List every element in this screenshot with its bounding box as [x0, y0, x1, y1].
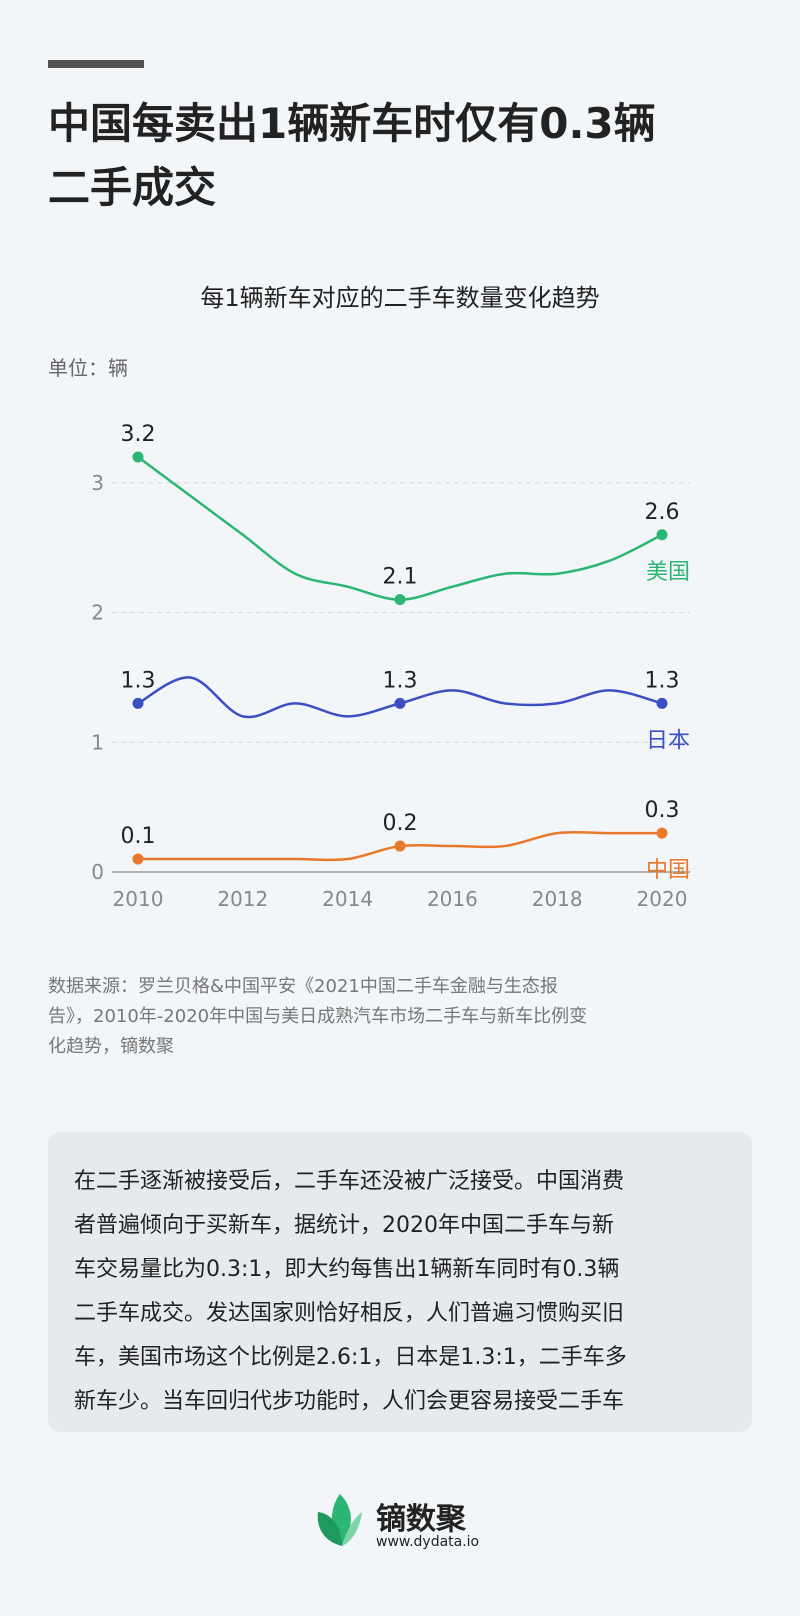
brand-logo: 镝数聚 www.dydata.io: [312, 1490, 512, 1560]
x-tick-label: 2018: [532, 887, 583, 911]
data-point: [132, 697, 144, 709]
source-line: 化趋势，镝数聚: [48, 1036, 174, 1057]
series-name-label: 日本: [646, 728, 690, 753]
data-point: [132, 853, 144, 865]
description-box: 在二手逐渐被接受后，二手车还没被广泛接受。中国消费 者普遍倾向于买新车，据统计，…: [48, 1132, 752, 1432]
data-point: [394, 840, 406, 852]
x-tick-label: 2012: [217, 887, 268, 911]
y-tick-label: 1: [91, 730, 104, 754]
data-label: 2.1: [383, 565, 418, 590]
x-tick-label: 2016: [427, 887, 478, 911]
title-accent-bar: [48, 60, 144, 68]
title-line: 二手成交: [48, 163, 217, 212]
data-label: 1.3: [383, 668, 418, 693]
series-name-label: 中国: [646, 858, 690, 883]
y-tick-label: 3: [91, 471, 104, 495]
leaf-logo-icon: [317, 1494, 362, 1546]
data-label: 1.3: [645, 668, 680, 693]
description-line: 车交易量比为0.3:1，即大约每售出1辆新车同时有0.3辆: [74, 1257, 620, 1282]
description-line: 者普遍倾向于买新车，据统计，2020年中国二手车与新: [74, 1213, 614, 1238]
description-line: 新车少。当车回归代步功能时，人们会更容易接受二手车: [74, 1389, 625, 1414]
data-point: [394, 697, 406, 709]
chart-series: 3.2 2.1 2.6 美国 1.3 1.3 1.3 日本 0.1 0.2 0.3 中国: [121, 422, 691, 883]
line-chart: 0 1 2 3 2010 2012 2014 2016 2018 2020 3.2 2.1 2.6 美国…: [91, 422, 691, 911]
data-point: [656, 529, 668, 541]
brand-name: 镝数聚: [376, 1502, 466, 1537]
description-line: 车，美国市场这个比例是2.6:1，日本是1.3:1，二手车多: [74, 1345, 627, 1370]
source-line: 告》，2010年-2020年中国与美日成熟汽车市场二手车与新车比例变: [48, 1006, 588, 1027]
source-line: 数据来源：罗兰贝格&中国平安《2021中国二手车金融与生态报: [48, 976, 558, 997]
x-tick-label: 2010: [113, 887, 164, 911]
data-point: [132, 451, 144, 463]
data-label: 1.3: [121, 668, 156, 693]
chart-grid: [112, 482, 690, 743]
data-source: 数据来源：罗兰贝格&中国平安《2021中国二手车金融与生态报 告》，2010年-…: [48, 972, 748, 1062]
page-title: 中国每卖出1辆新车时仅有0.3辆 二手成交: [48, 92, 768, 220]
data-label: 0.1: [121, 824, 156, 849]
data-label: 0.3: [645, 798, 680, 823]
data-label: 2.6: [645, 500, 680, 525]
title-line: 中国每卖出1辆新车时仅有0.3辆: [48, 99, 656, 148]
chart-title: 每1辆新车对应的二手车数量变化趋势: [200, 284, 600, 312]
data-label: 0.2: [383, 811, 418, 836]
description-line: 在二手逐渐被接受后，二手车还没被广泛接受。中国消费: [74, 1169, 625, 1194]
description-line: 二手车成交。发达国家则恰好相反，人们普遍习惯购买旧: [74, 1301, 625, 1326]
x-tick-label: 2020: [637, 887, 688, 911]
brand-url: www.dydata.io: [376, 1534, 480, 1550]
data-point: [656, 697, 668, 709]
x-tick-label: 2014: [322, 887, 373, 911]
y-tick-label: 0: [91, 860, 104, 884]
chart-axes: 0 1 2 3 2010 2012 2014 2016 2018 2020: [91, 471, 690, 911]
series-name-label: 美国: [646, 560, 690, 585]
y-tick-label: 2: [91, 601, 104, 625]
data-point: [656, 827, 668, 839]
data-point: [394, 594, 406, 606]
unit-label: 单位：辆: [48, 356, 128, 380]
data-label: 3.2: [121, 422, 156, 447]
